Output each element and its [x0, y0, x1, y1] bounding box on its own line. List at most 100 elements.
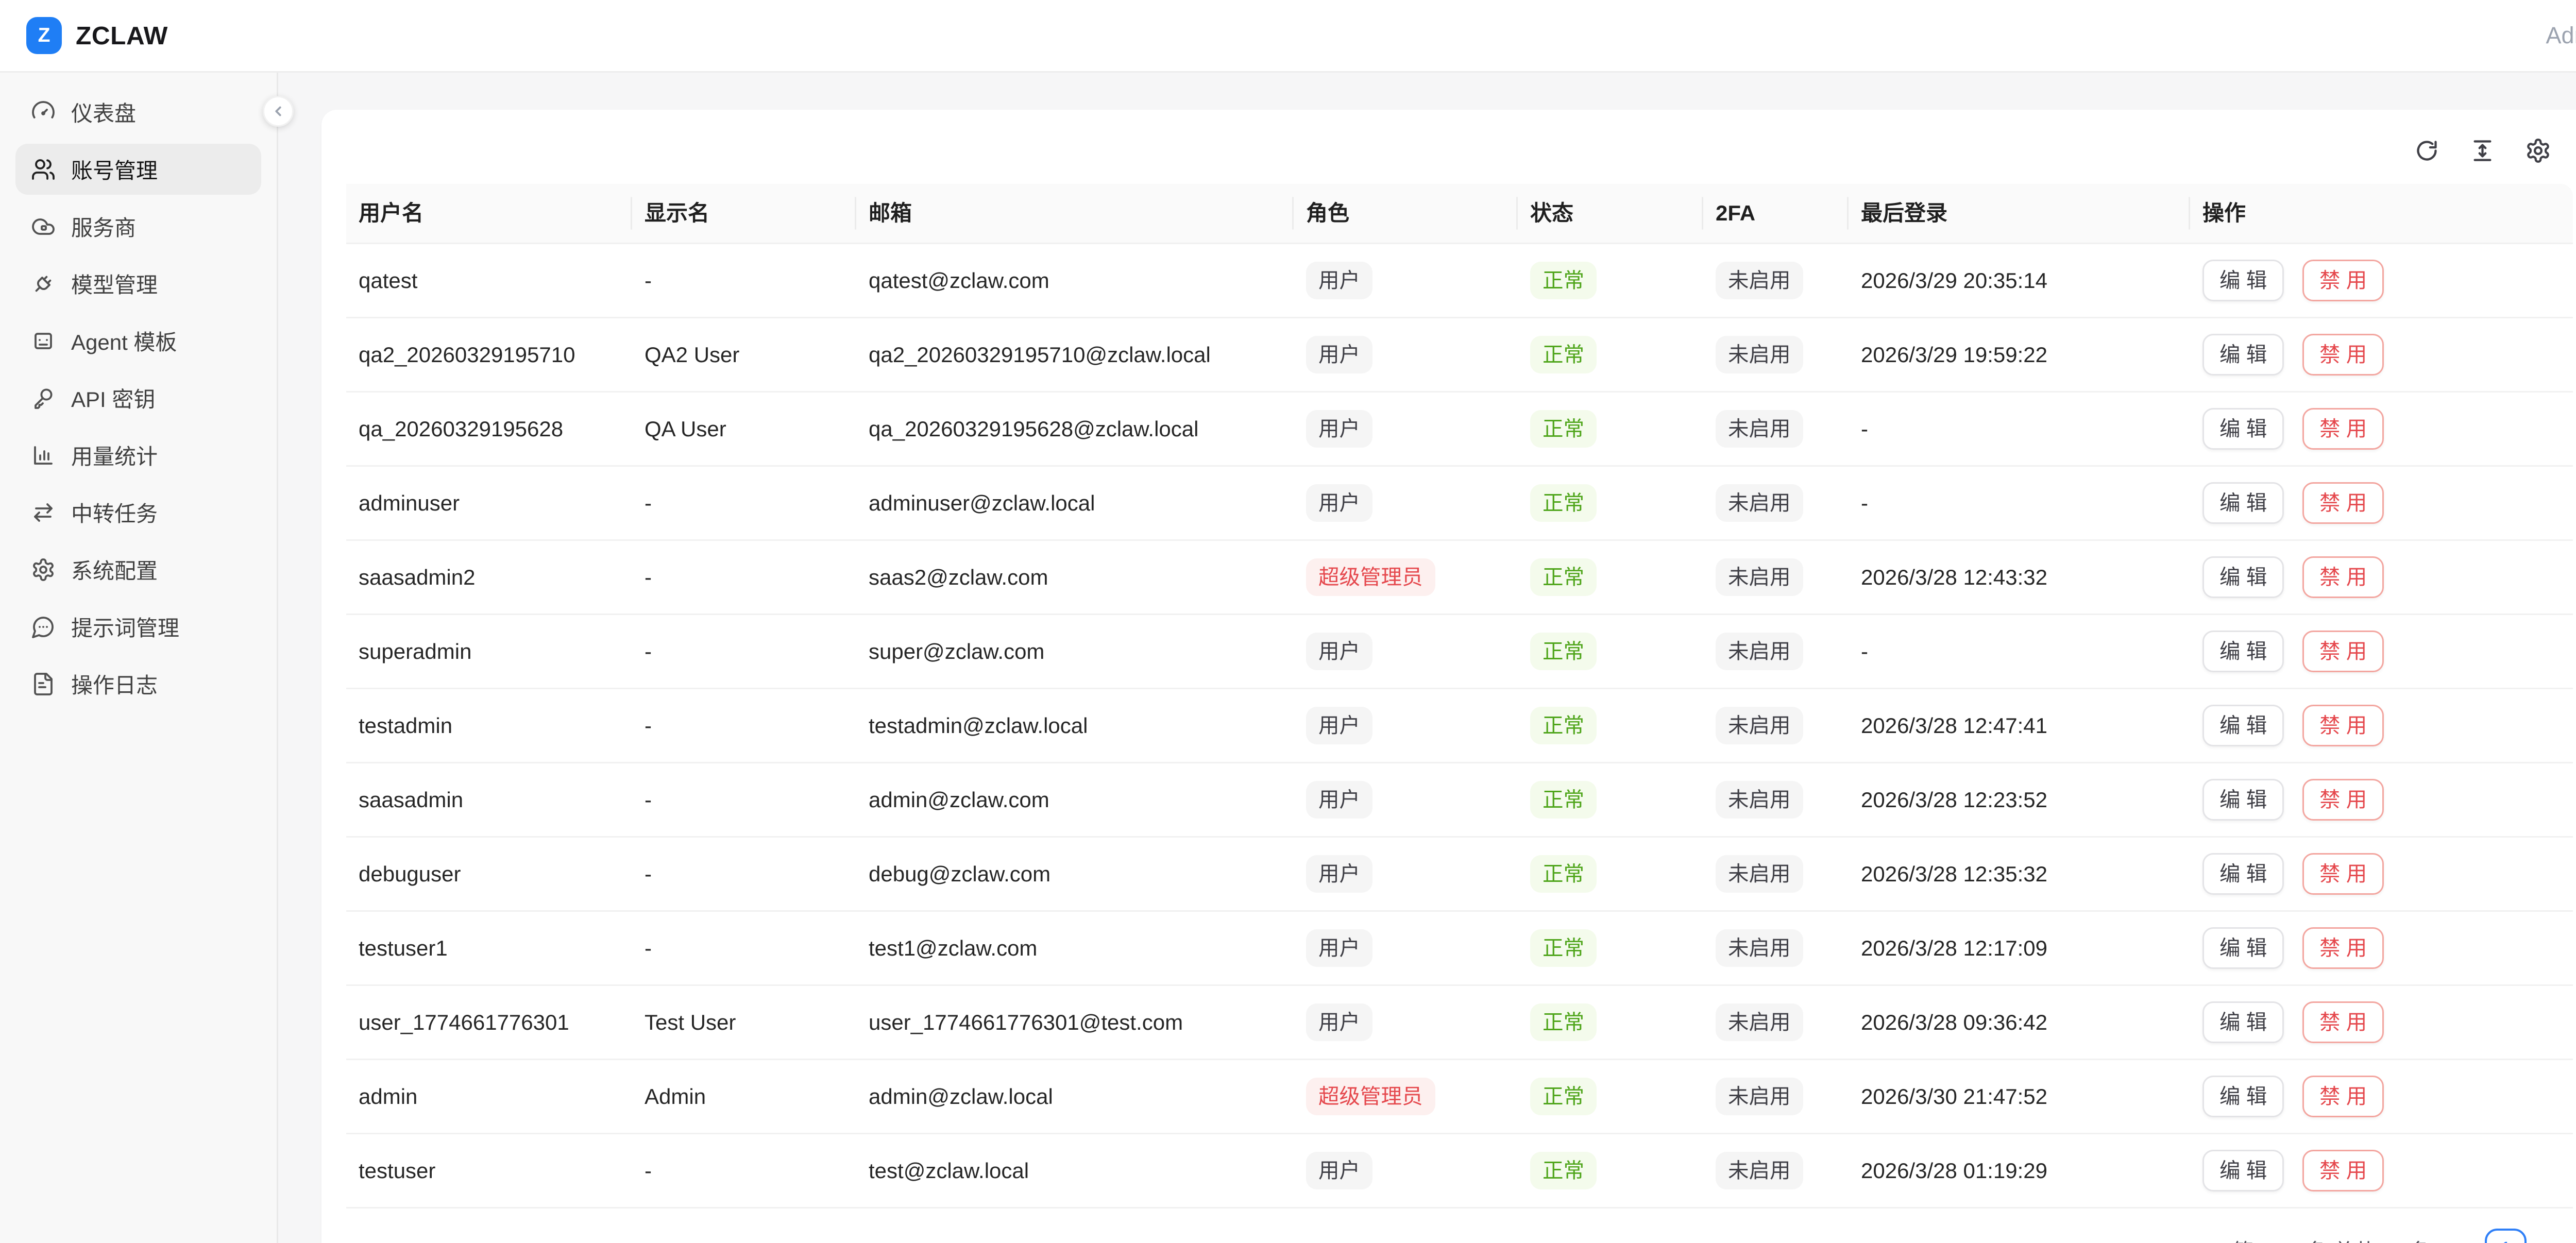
- disable-button[interactable]: 禁 用: [2302, 927, 2384, 969]
- sidebar-item-label: 用量统计: [71, 445, 158, 469]
- cell-status: 正常: [1518, 614, 1703, 689]
- disable-button[interactable]: 禁 用: [2302, 1076, 2384, 1117]
- edit-button[interactable]: 编 辑: [2202, 334, 2284, 376]
- disable-button[interactable]: 禁 用: [2302, 556, 2384, 598]
- cell-2fa: 未启用: [1703, 985, 1849, 1060]
- topbar-user-label[interactable]: Admin: [2546, 22, 2576, 48]
- twofa-badge: 未启用: [1716, 558, 1803, 596]
- sidebar-item-label: Agent 模板: [71, 330, 177, 354]
- sidebar-item[interactable]: Agent 模板: [15, 315, 261, 366]
- column-height-icon[interactable]: [2469, 138, 2496, 164]
- cell-2fa: 未启用: [1703, 243, 1849, 318]
- sidebar-item[interactable]: 操作日志: [15, 658, 261, 709]
- table-row: adminuser - adminuser@zclaw.local 用户 正常 …: [346, 466, 2573, 541]
- cell-actions: 编 辑 禁 用: [2190, 688, 2573, 763]
- cell-email: qatest@zclaw.com: [856, 243, 1294, 318]
- cell-role: 用户: [1294, 614, 1518, 689]
- brand-logo-icon: Z: [26, 17, 62, 54]
- disable-button[interactable]: 禁 用: [2302, 1001, 2384, 1043]
- main-content: 用户名 显示名 邮箱 角色 状态 2FA 最后登录 操作 qatest - qatest@zc…: [278, 73, 2576, 1243]
- cell-email: admin@zclaw.local: [856, 1059, 1294, 1134]
- role-badge: 用户: [1306, 633, 1372, 670]
- sidebar-item[interactable]: 服务商: [15, 201, 261, 252]
- role-badge: 用户: [1306, 336, 1372, 373]
- sidebar-item[interactable]: 提示词管理: [15, 601, 261, 652]
- cell-2fa: 未启用: [1703, 614, 1849, 689]
- sidebar-item-label: 提示词管理: [71, 616, 180, 640]
- cell-role: 用户: [1294, 911, 1518, 986]
- next-page-icon[interactable]: [2544, 1239, 2564, 1243]
- sidebar: 仪表盘 账号管理 服务商 模型管理: [0, 73, 278, 1243]
- refresh-icon[interactable]: [2414, 138, 2440, 164]
- sidebar-item[interactable]: 仪表盘: [15, 87, 261, 138]
- plug-icon: [31, 271, 56, 296]
- disable-button[interactable]: 禁 用: [2302, 853, 2384, 895]
- sidebar-item[interactable]: 中转任务: [15, 487, 261, 538]
- cell-last-login: -: [1849, 614, 2190, 689]
- disable-button[interactable]: 禁 用: [2302, 631, 2384, 672]
- cell-actions: 编 辑 禁 用: [2190, 837, 2573, 912]
- disable-button[interactable]: 禁 用: [2302, 482, 2384, 524]
- twofa-badge: 未启用: [1716, 781, 1803, 819]
- cell-username: testadmin: [346, 688, 632, 763]
- cell-display-name: -: [632, 911, 856, 986]
- table-row: superadmin - super@zclaw.com 用户 正常 未启用 -…: [346, 614, 2573, 689]
- cell-2fa: 未启用: [1703, 1059, 1849, 1134]
- edit-button[interactable]: 编 辑: [2202, 482, 2284, 524]
- twofa-badge: 未启用: [1716, 1152, 1803, 1189]
- sidebar-item[interactable]: 账号管理: [15, 144, 261, 195]
- bot-icon: [31, 329, 56, 353]
- cell-last-login: 2026/3/28 12:23:52: [1849, 762, 2190, 838]
- edit-button[interactable]: 编 辑: [2202, 779, 2284, 821]
- table-row: user_1774661776301 Test User user_177466…: [346, 985, 2573, 1060]
- prev-page-icon[interactable]: [2448, 1239, 2468, 1243]
- edit-button[interactable]: 编 辑: [2202, 1076, 2284, 1117]
- edit-button[interactable]: 编 辑: [2202, 631, 2284, 672]
- disable-button[interactable]: 禁 用: [2302, 1150, 2384, 1191]
- disable-button[interactable]: 禁 用: [2302, 260, 2384, 301]
- status-badge: 正常: [1530, 929, 1597, 967]
- disable-button[interactable]: 禁 用: [2302, 705, 2384, 746]
- cell-username: qatest: [346, 243, 632, 318]
- twofa-badge: 未启用: [1716, 484, 1803, 522]
- sidebar-item[interactable]: 用量统计: [15, 430, 261, 481]
- edit-button[interactable]: 编 辑: [2202, 408, 2284, 450]
- status-badge: 正常: [1530, 633, 1597, 670]
- table-row: debuguser - debug@zclaw.com 用户 正常 未启用 20…: [346, 837, 2573, 912]
- edit-button[interactable]: 编 辑: [2202, 1001, 2284, 1043]
- cell-display-name: QA User: [632, 391, 856, 467]
- disable-button[interactable]: 禁 用: [2302, 779, 2384, 821]
- sidebar-item-label: API 密钥: [71, 387, 156, 412]
- disable-button[interactable]: 禁 用: [2302, 408, 2384, 450]
- cell-last-login: 2026/3/28 09:36:42: [1849, 985, 2190, 1060]
- edit-button[interactable]: 编 辑: [2202, 927, 2284, 969]
- sidebar-item[interactable]: 系统配置: [15, 544, 261, 595]
- sidebar-collapse-button[interactable]: [263, 96, 294, 127]
- twofa-badge: 未启用: [1716, 633, 1803, 670]
- users-table-card: 用户名 显示名 邮箱 角色 状态 2FA 最后登录 操作 qatest - qatest@zc…: [321, 110, 2576, 1243]
- cell-actions: 编 辑 禁 用: [2190, 540, 2573, 615]
- sidebar-item-label: 服务商: [71, 216, 137, 240]
- table-row: qa_20260329195628 QA User qa_20260329195…: [346, 391, 2573, 467]
- column-header: 最后登录: [1849, 184, 2190, 244]
- cell-username: debuguser: [346, 837, 632, 912]
- page-number-button[interactable]: 1: [2485, 1229, 2527, 1243]
- transfer-icon: [31, 500, 56, 525]
- cell-last-login: 2026/3/28 01:19:29: [1849, 1133, 2190, 1208]
- edit-button[interactable]: 编 辑: [2202, 260, 2284, 301]
- edit-button[interactable]: 编 辑: [2202, 1150, 2284, 1191]
- sidebar-item[interactable]: 模型管理: [15, 258, 261, 309]
- edit-button[interactable]: 编 辑: [2202, 556, 2284, 598]
- cell-username: superadmin: [346, 614, 632, 689]
- role-badge: 用户: [1306, 1003, 1372, 1041]
- sidebar-item[interactable]: API 密钥: [15, 372, 261, 423]
- edit-button[interactable]: 编 辑: [2202, 705, 2284, 746]
- role-badge: 用户: [1306, 781, 1372, 819]
- cell-last-login: 2026/3/29 19:59:22: [1849, 317, 2190, 393]
- users-icon: [31, 157, 56, 182]
- edit-button[interactable]: 编 辑: [2202, 853, 2284, 895]
- settings-icon[interactable]: [2525, 138, 2551, 164]
- pagination-summary: 第 1-13 条/总共 13 条: [2232, 1234, 2431, 1243]
- disable-button[interactable]: 禁 用: [2302, 334, 2384, 376]
- role-badge: 超级管理员: [1306, 1078, 1435, 1115]
